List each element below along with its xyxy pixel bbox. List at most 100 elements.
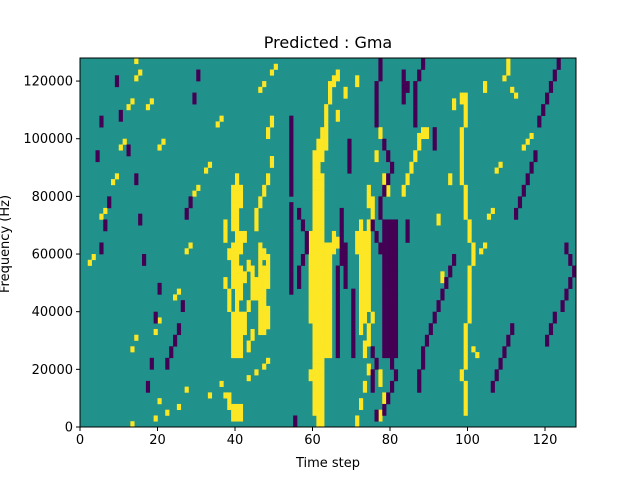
heatmap-cell-high bbox=[235, 340, 240, 347]
heatmap-cell-low bbox=[382, 184, 387, 191]
heatmap-cell-high bbox=[231, 409, 236, 416]
heatmap-cell-high bbox=[258, 271, 263, 278]
y-axis-label: Frequency (Hz) bbox=[0, 195, 13, 293]
heatmap-cell-high bbox=[502, 75, 507, 82]
heatmap-cell-high bbox=[153, 415, 158, 422]
heatmap-cell-low bbox=[343, 248, 348, 255]
heatmap-cell-low bbox=[335, 323, 340, 330]
heatmap-cell-high bbox=[320, 328, 325, 336]
heatmap-cell-high bbox=[328, 265, 333, 272]
heatmap-cell-low bbox=[149, 357, 154, 364]
heatmap-cell-low bbox=[517, 196, 523, 203]
heatmap-cell-high bbox=[316, 363, 321, 370]
heatmap-cell-low bbox=[196, 75, 201, 82]
heatmap-cell-high bbox=[235, 305, 240, 312]
heatmap-cell-high bbox=[262, 254, 267, 261]
heatmap-cell-high bbox=[242, 230, 247, 238]
heatmap-cell-high bbox=[359, 288, 364, 295]
heatmap-cell-low bbox=[545, 334, 550, 341]
heatmap-cell-low bbox=[413, 104, 418, 111]
heatmap-cell-low bbox=[134, 173, 139, 180]
heatmap-cell-high bbox=[312, 340, 317, 347]
heatmap-cell-high bbox=[262, 317, 267, 324]
heatmap-cell-high bbox=[316, 369, 321, 376]
heatmap-cell-high bbox=[463, 98, 468, 105]
heatmap-cell-low bbox=[289, 127, 294, 134]
heatmap-cell-high bbox=[382, 179, 387, 186]
heatmap-cell-low bbox=[192, 98, 197, 105]
heatmap-cell-high bbox=[366, 323, 371, 330]
heatmap-cell-low bbox=[107, 202, 112, 209]
heatmap-cell-high bbox=[328, 98, 333, 105]
heatmap-cell-high bbox=[173, 294, 178, 301]
heatmap-cell-high bbox=[355, 236, 360, 243]
heatmap-cell-high bbox=[258, 259, 263, 266]
heatmap-cell-high bbox=[459, 173, 464, 180]
heatmap-cell-high bbox=[254, 288, 259, 295]
heatmap-cell-high bbox=[335, 109, 340, 116]
heatmap-cell-high bbox=[134, 75, 139, 82]
y-tick-label: 60000 bbox=[32, 248, 73, 263]
heatmap-cell-high bbox=[413, 150, 418, 157]
x-axis-label: Time step bbox=[295, 456, 360, 471]
heatmap-cell-high bbox=[463, 213, 468, 220]
heatmap-cell-low bbox=[541, 104, 546, 111]
heatmap-cell-high bbox=[231, 254, 236, 261]
x-tick-label: 40 bbox=[227, 433, 244, 448]
heatmap-cell-low bbox=[374, 104, 379, 111]
heatmap-cell-high bbox=[254, 282, 259, 289]
heatmap-cell-low bbox=[390, 380, 395, 387]
heatmap-cell-high bbox=[366, 184, 371, 191]
heatmap-cell-low bbox=[444, 282, 449, 289]
heatmap-cell-high bbox=[312, 230, 317, 238]
heatmap-cell-high bbox=[359, 230, 364, 238]
heatmap-cell-high bbox=[176, 403, 182, 411]
heatmap-cell-high bbox=[483, 242, 488, 249]
heatmap-cell-high bbox=[320, 282, 325, 289]
heatmap-cell-high bbox=[366, 305, 371, 312]
heatmap-cell-low bbox=[351, 334, 356, 341]
heatmap-cell-high bbox=[324, 288, 329, 295]
heatmap-cell-high bbox=[355, 242, 360, 249]
heatmap-cell-high bbox=[335, 75, 340, 82]
heatmap-cell-low bbox=[424, 334, 430, 341]
heatmap-cell-low bbox=[165, 363, 170, 370]
heatmap-cell-high bbox=[223, 236, 228, 243]
heatmap-cell-high bbox=[362, 242, 368, 249]
heatmap-cell-low bbox=[548, 323, 554, 330]
heatmap-cell-low bbox=[498, 357, 503, 364]
heatmap-cell-high bbox=[328, 282, 333, 289]
heatmap-cell-low bbox=[568, 259, 573, 266]
heatmap-cell-high bbox=[359, 403, 364, 411]
heatmap-cell-low bbox=[138, 213, 143, 220]
heatmap-cell-high bbox=[184, 248, 189, 255]
heatmap-cell-high bbox=[320, 265, 325, 272]
heatmap-cell-high bbox=[258, 254, 263, 261]
heatmap-cell-high bbox=[463, 207, 468, 214]
heatmap-cell-low bbox=[289, 230, 294, 238]
heatmap-cell-low bbox=[390, 288, 395, 295]
heatmap-cell-high bbox=[134, 58, 139, 65]
heatmap-cell-high bbox=[231, 190, 236, 197]
heatmap-cell-high bbox=[324, 317, 329, 324]
heatmap-cell-low bbox=[390, 317, 395, 324]
heatmap-cell-high bbox=[238, 242, 244, 249]
heatmap-cell-high bbox=[258, 317, 263, 324]
heatmap-cell-high bbox=[312, 288, 317, 295]
heatmap-cell-low bbox=[390, 167, 395, 174]
heatmap-cell-low bbox=[541, 109, 546, 116]
heatmap-cell-high bbox=[316, 144, 321, 151]
heatmap-cell-high bbox=[258, 294, 263, 301]
heatmap-cell-high bbox=[262, 248, 267, 255]
heatmap-cell-high bbox=[242, 277, 247, 284]
heatmap-cell-low bbox=[386, 323, 391, 330]
heatmap-cell-high bbox=[231, 346, 236, 353]
heatmap-cell-low bbox=[339, 248, 344, 255]
heatmap-cell-low bbox=[289, 202, 294, 209]
heatmap-cell-low bbox=[440, 288, 445, 295]
heatmap-cell-low bbox=[390, 311, 395, 318]
heatmap-cell-high bbox=[331, 230, 337, 238]
heatmap-cell-low bbox=[142, 259, 147, 266]
heatmap-cell-low bbox=[560, 305, 565, 312]
heatmap-cell-high bbox=[316, 230, 321, 238]
